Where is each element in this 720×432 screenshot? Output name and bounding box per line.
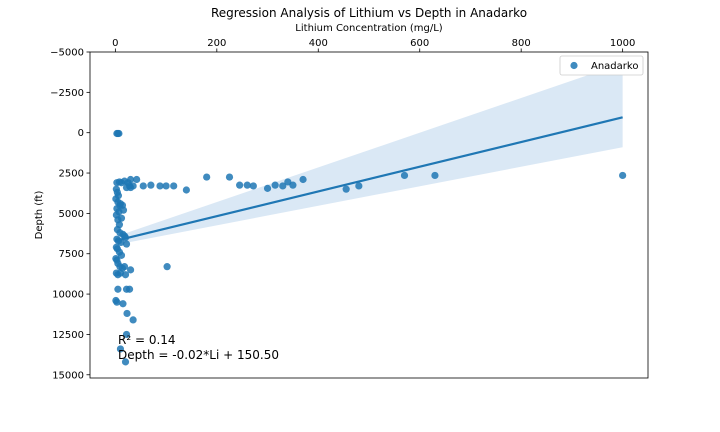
legend-marker [570,62,577,69]
data-point [170,182,177,189]
data-point [130,316,137,323]
y-tick-label: −5000 [50,48,84,59]
data-point [126,286,133,293]
x-tick-label: 800 [512,38,531,49]
x-axis-title: Lithium Concentration (mg/L) [295,23,442,34]
data-point [127,184,134,191]
y-axis-title: Depth (ft) [34,191,45,240]
data-point [133,176,140,183]
data-point [164,263,171,270]
legend-label: Anadarko [591,61,638,72]
data-point [226,173,233,180]
data-point [162,182,169,189]
data-point [289,182,296,189]
data-point [431,172,438,179]
y-tick-label: 0 [78,128,84,139]
y-tick-label: 10000 [52,290,84,301]
chart-title: Regression Analysis of Lithium vs Depth … [211,6,527,20]
y-tick-label: 12500 [52,330,84,341]
data-point [115,130,122,137]
legend: Anadarko [560,56,643,75]
data-point [355,182,362,189]
data-point [183,186,190,193]
data-point [299,176,306,183]
x-tick-label: 1000 [610,38,635,49]
data-point [123,240,130,247]
x-tick-label: 600 [410,38,429,49]
data-point [264,185,271,192]
r-squared-annotation: R² = 0.14 [118,333,176,347]
x-tick-label: 200 [207,38,226,49]
data-point [118,215,125,222]
data-point [250,182,257,189]
data-point [203,173,210,180]
data-point [343,186,350,193]
data-point [272,182,279,189]
data-point [147,182,154,189]
data-point [236,182,243,189]
data-point [119,300,126,307]
data-point [114,286,121,293]
data-point [120,207,127,214]
data-point [619,172,626,179]
data-point [122,271,129,278]
y-tick-label: 15000 [52,370,84,381]
data-point [244,182,251,189]
data-point [123,310,130,317]
y-tick-label: 2500 [59,169,84,180]
y-tick-label: −2500 [50,88,84,99]
y-tick-label: 7500 [59,249,84,260]
y-tick-label: 5000 [59,209,84,220]
data-point [121,263,128,270]
data-point [113,299,120,306]
data-point [401,172,408,179]
regression-equation-annotation: Depth = -0.02*Li + 150.50 [118,348,279,362]
x-tick-label: 400 [309,38,328,49]
data-point [140,182,147,189]
x-tick-label: 0 [112,38,118,49]
